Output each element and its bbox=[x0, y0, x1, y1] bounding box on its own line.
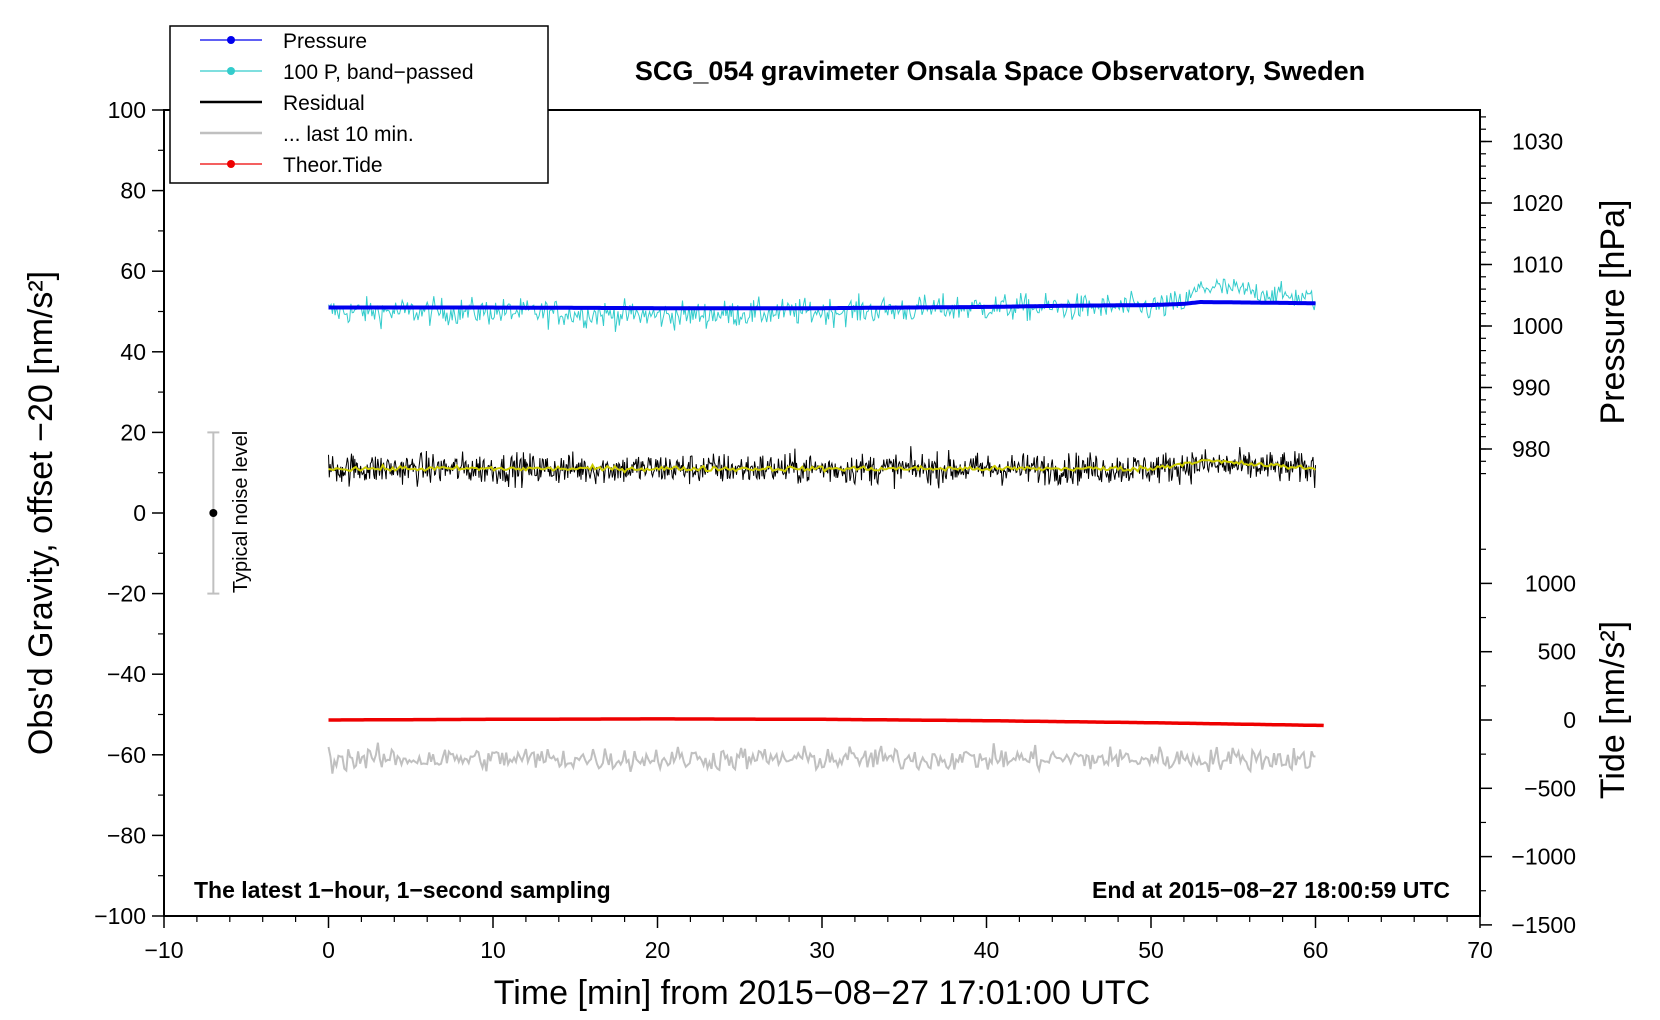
y-tick-label: −60 bbox=[107, 742, 146, 768]
end-time-annotation: End at 2015−08−27 18:00:59 UTC bbox=[1092, 877, 1450, 903]
legend-label: Theor.Tide bbox=[283, 154, 383, 177]
tide-tick-label: 1000 bbox=[1525, 570, 1576, 596]
legend-box bbox=[169, 25, 549, 184]
chart-title: SCG_054 gravimeter Onsala Space Observat… bbox=[635, 56, 1365, 86]
x-tick-label: 50 bbox=[1138, 937, 1164, 963]
pressure-axis-ticks: 980 990 1000 1010 1020 1030 bbox=[1480, 116, 1563, 475]
y-axis-left-ticks: −100 −80 −60 −40 −20 0 20 40 60 80 100 bbox=[94, 97, 164, 929]
pressure-tick-label: 980 bbox=[1512, 436, 1550, 462]
y-tick-label: 0 bbox=[133, 500, 146, 526]
x-tick-label: 60 bbox=[1303, 937, 1329, 963]
series-pressure-line bbox=[328, 300, 1316, 311]
legend-label: ... last 10 min. bbox=[283, 123, 414, 146]
pressure-tick-label: 1010 bbox=[1512, 252, 1563, 278]
y-tick-label: −80 bbox=[107, 822, 146, 848]
y-tick-label: 20 bbox=[120, 419, 146, 445]
tide-axis-ticks: −1500 −1000 −500 0 500 1000 bbox=[1480, 548, 1576, 938]
x-tick-label: −10 bbox=[144, 937, 183, 963]
noise-level-label: Typical noise level bbox=[230, 431, 252, 593]
x-tick-label: 70 bbox=[1467, 937, 1493, 963]
y-tick-label: 40 bbox=[120, 339, 146, 365]
pressure-tick-label: 990 bbox=[1512, 375, 1550, 401]
y-tick-label: 80 bbox=[120, 178, 146, 204]
series-tide-line bbox=[328, 717, 1324, 728]
legend: Pressure 100 P, band−passed Residual ... la… bbox=[169, 25, 549, 184]
x-tick-label: 0 bbox=[322, 937, 335, 963]
noise-bar-center-dot bbox=[209, 509, 218, 517]
tide-tick-label: 0 bbox=[1563, 707, 1576, 733]
pressure-tick-label: 1030 bbox=[1512, 129, 1563, 155]
legend-label: Pressure bbox=[283, 30, 367, 53]
tide-tick-label: −500 bbox=[1524, 775, 1576, 801]
y-tick-label: −20 bbox=[107, 581, 146, 607]
sampling-annotation: The latest 1−hour, 1−second sampling bbox=[194, 877, 611, 903]
y-axis-left-title: Obs'd Gravity, offset −20 [nm/s²] bbox=[22, 271, 60, 755]
x-tick-label: 30 bbox=[809, 937, 835, 963]
series-residual-line bbox=[328, 446, 1316, 490]
y-tick-label: 60 bbox=[120, 258, 146, 284]
legend-swatch-dot bbox=[227, 67, 235, 75]
tide-tick-label: −1000 bbox=[1511, 844, 1576, 870]
x-axis-ticks: −10 0 10 20 30 40 50 60 70 bbox=[144, 916, 1493, 963]
legend-swatch-dot bbox=[227, 160, 235, 168]
series-bandpassed-pressure-line bbox=[328, 277, 1316, 332]
plot-frame bbox=[163, 109, 1481, 917]
x-tick-label: 40 bbox=[974, 937, 1000, 963]
tide-tick-label: 500 bbox=[1538, 639, 1576, 665]
x-tick-label: 10 bbox=[480, 937, 506, 963]
y-tick-label: −100 bbox=[94, 903, 146, 929]
legend-label: Residual bbox=[283, 92, 365, 115]
x-tick-label: 20 bbox=[645, 937, 671, 963]
tide-tick-label: −1500 bbox=[1511, 912, 1576, 938]
noise-level-bar bbox=[207, 431, 220, 595]
series-residual-smoothed-line bbox=[328, 458, 1316, 474]
x-axis-title: Time [min] from 2015−08−27 17:01:00 UTC bbox=[494, 974, 1150, 1012]
legend-swatch-dot bbox=[227, 36, 235, 44]
pressure-axis-title: Pressure [hPa] bbox=[1594, 200, 1632, 425]
legend-label: 100 P, band−passed bbox=[283, 61, 474, 84]
series-layer bbox=[327, 277, 1324, 774]
series-last10min-line bbox=[327, 742, 1316, 774]
y-tick-label: −40 bbox=[107, 661, 146, 687]
pressure-tick-label: 1020 bbox=[1512, 190, 1563, 216]
tide-axis-title: Tide [nm/s²] bbox=[1594, 621, 1632, 799]
y-tick-label: 100 bbox=[108, 97, 146, 123]
pressure-tick-label: 1000 bbox=[1512, 313, 1563, 339]
